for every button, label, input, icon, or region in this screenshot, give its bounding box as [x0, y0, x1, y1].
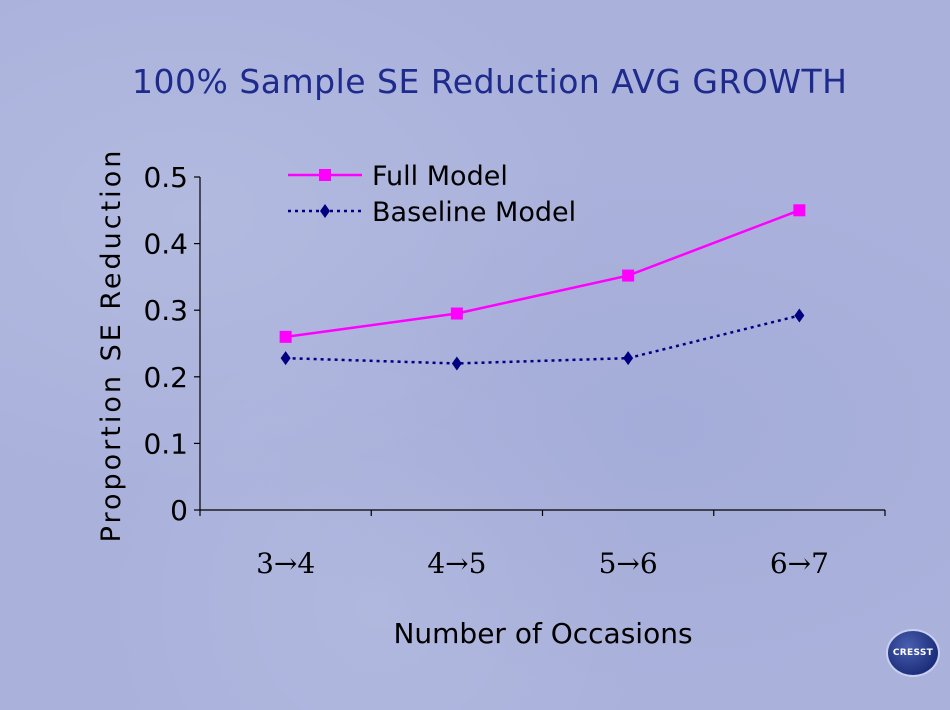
chart-title: 100% Sample SE Reduction AVG GROWTH [132, 62, 848, 101]
legend-marker [319, 169, 331, 181]
data-point [280, 351, 291, 366]
logo-text: CRESST [892, 648, 934, 658]
y-tick-label: 0.4 [143, 228, 188, 261]
y-axis-title: Proportion SE Reduction [96, 148, 127, 543]
axes [194, 176, 886, 516]
data-point [623, 351, 634, 366]
data-point [793, 204, 806, 217]
x-tick-label: 6→7 [770, 547, 829, 580]
axis-labels: 0 0.1 0.2 0.3 0.4 0.5 3→4 4→5 5→6 6→7 Number of Oc… [96, 148, 829, 650]
x-tick-label: 5→6 [599, 547, 658, 580]
data-point [622, 269, 635, 282]
x-tick-label: 3→4 [256, 547, 315, 580]
y-tick-label: 0.2 [143, 361, 188, 394]
data-point [451, 356, 462, 371]
data-point [450, 307, 463, 320]
legend: Full Model Baseline Model [288, 161, 576, 228]
y-tick-label: 0.1 [143, 427, 188, 460]
y-tick-label: 0 [170, 494, 188, 527]
legend-label: Full Model [372, 161, 508, 192]
series-line-1 [285, 314, 800, 365]
series-layer [279, 204, 806, 371]
x-axis-title: Number of Occasions [393, 617, 692, 650]
y-tick-label: 0.3 [143, 294, 188, 327]
legend-label: Baseline Model [372, 197, 576, 228]
data-point [279, 330, 292, 343]
data-point [794, 308, 805, 323]
cresst-logo: CRESST [886, 629, 940, 677]
x-tick-label: 4→5 [427, 547, 486, 580]
legend-marker [320, 204, 330, 218]
y-tick-label: 0.5 [143, 161, 188, 194]
series-line-0 [285, 209, 800, 339]
